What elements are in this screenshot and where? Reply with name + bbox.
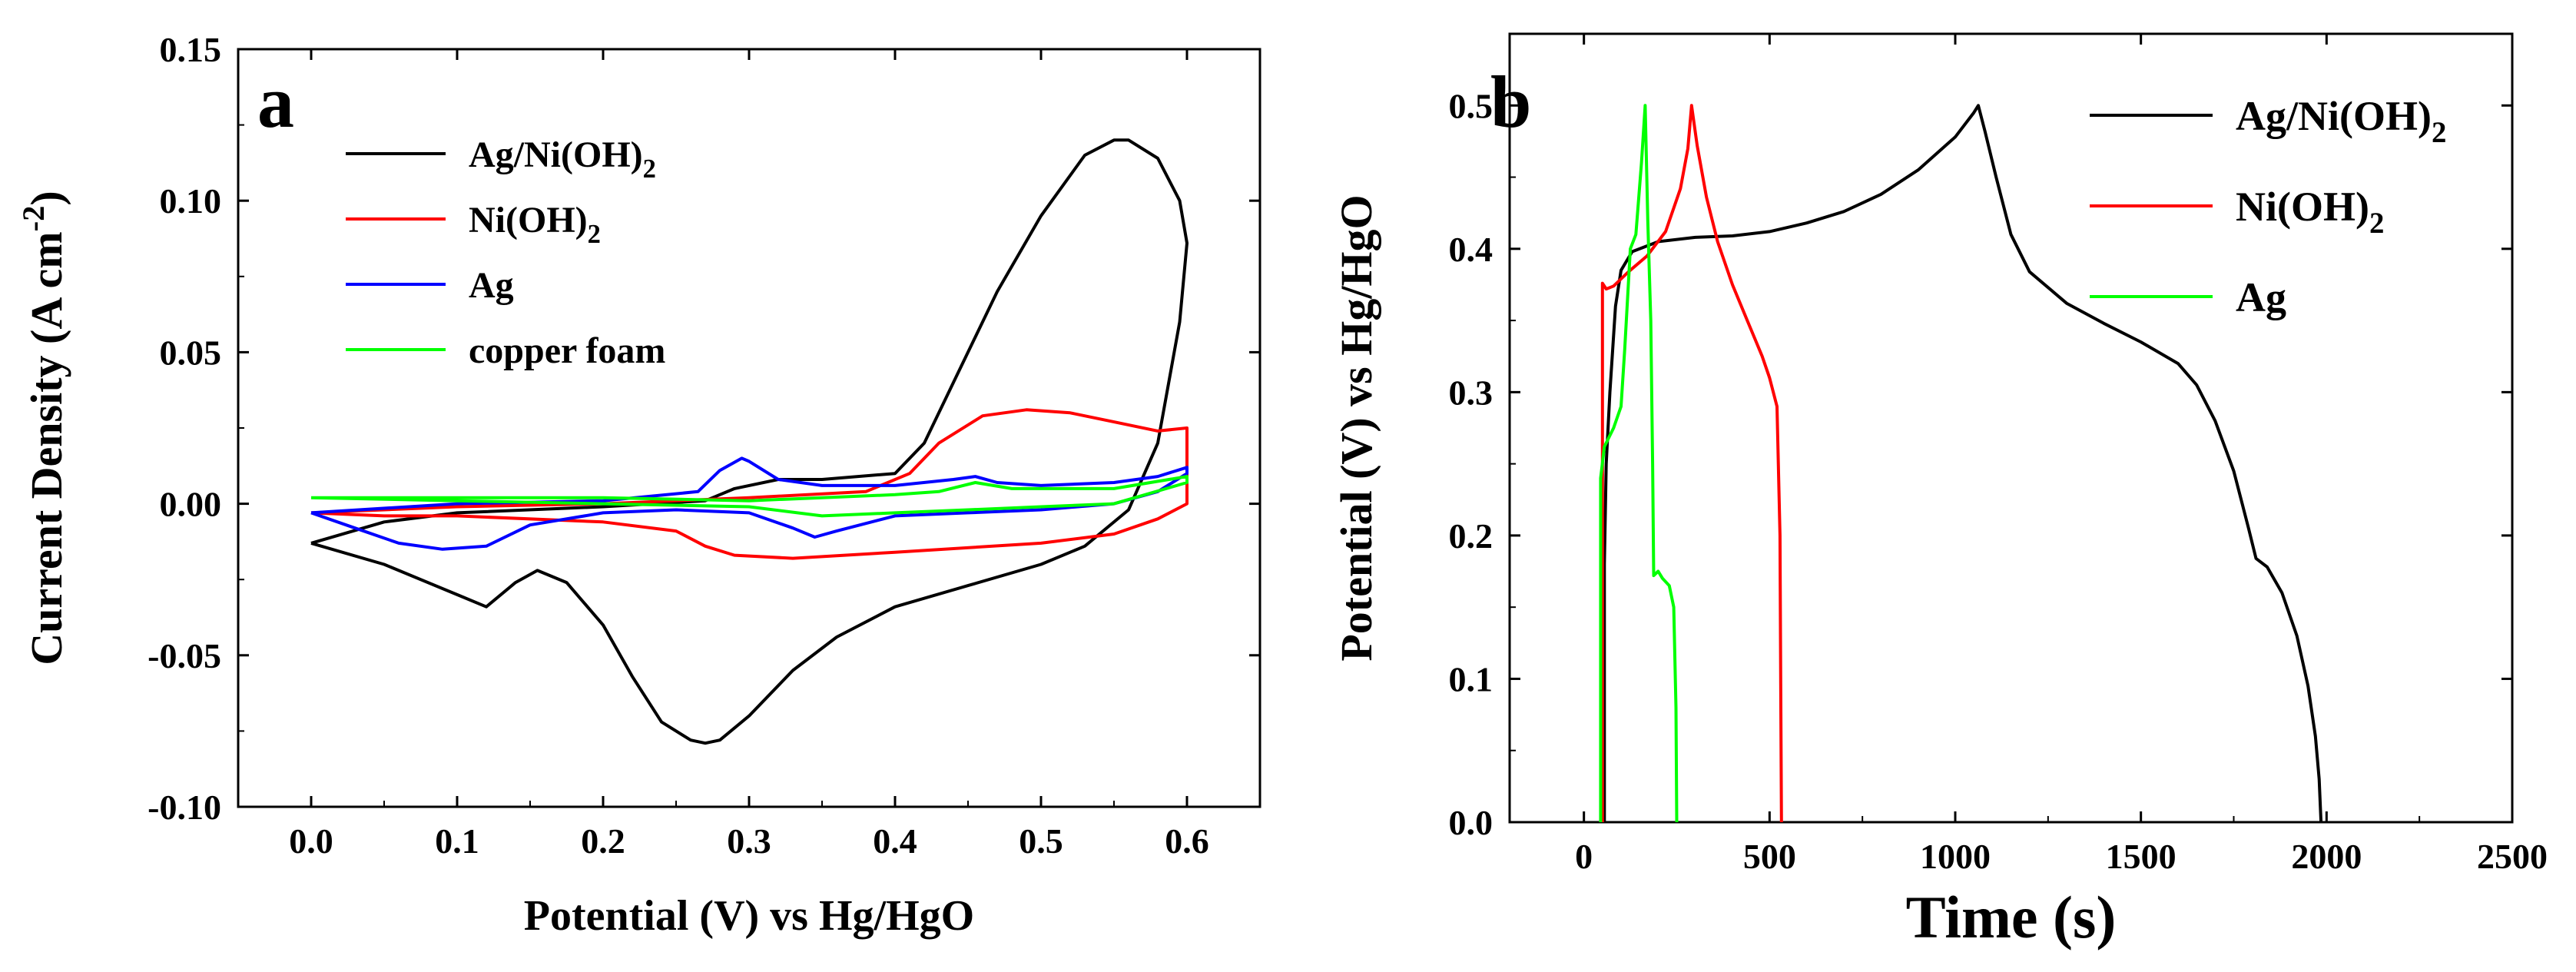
- legend-label: Ni(OH)2: [469, 200, 601, 249]
- plot-frame: [237, 48, 1261, 808]
- y-tick-label: 0.1: [1449, 659, 1494, 698]
- panel-a-cv-chart: 0.0 0.1 0.2 0.3 0.4 0.5 0.6 -0.10 -0.05 0.00 0.05 0…: [16, 30, 1261, 940]
- x-tick-label: 0.2: [581, 821, 625, 861]
- x-tick-label: 0.6: [1165, 821, 1209, 861]
- x-tick-label: 0.3: [727, 821, 771, 861]
- y-tick-label: 0.05: [160, 333, 222, 372]
- series-line-ag-ni-oh-2: [1603, 104, 2323, 822]
- panel-b-gcd-chart: 0 500 1000 1500 2000 2500 0.0 0.1 0.2 0.3 0.4 0.5 Ag…: [1331, 32, 2548, 950]
- x-tick-label: 0.1: [435, 821, 479, 861]
- panel-label: b: [1490, 61, 1531, 143]
- legend-label: Ni(OH)2: [2236, 184, 2384, 240]
- x-tick-label: 500: [1743, 837, 1796, 876]
- x-tick-label: 2000: [2291, 837, 2362, 876]
- legend-label: Ag/Ni(OH)2: [469, 134, 656, 184]
- series-line-ag-ni-oh-2: [310, 138, 1189, 745]
- x-tick-label: 1000: [1920, 837, 1991, 876]
- y-tick-label: 0.3: [1449, 373, 1494, 412]
- y-tick-label: 0.00: [160, 485, 222, 524]
- y-axis-label: Potential (V) vs Hg/HgO: [1331, 194, 1381, 661]
- y-tick-label: 0.15: [160, 30, 222, 69]
- panel-label: a: [257, 61, 294, 143]
- legend-label: Ag: [469, 265, 514, 306]
- x-tick-label: 0.5: [1019, 821, 1063, 861]
- y-tick-label: 0.0: [1449, 803, 1494, 842]
- y-tick-label: -0.05: [148, 636, 221, 675]
- x-tick-label: 0.4: [873, 821, 917, 861]
- plot-frame: [1508, 32, 2514, 824]
- y-axis-label: Current Density (A cm-2): [16, 191, 71, 665]
- y-tick-label: 0.5: [1449, 86, 1494, 125]
- y-tick-label: 0.4: [1449, 230, 1494, 269]
- legend-label: copper foam: [469, 330, 665, 371]
- y-tick-label: -0.10: [148, 788, 221, 827]
- series-line-ag: [310, 456, 1189, 551]
- series-line-ag: [1599, 104, 1679, 822]
- x-axis-label: Time (s): [1906, 884, 2117, 950]
- x-tick-label: 2500: [2477, 837, 2548, 876]
- series-line-ni-oh-2: [1600, 104, 1783, 822]
- legend-label: Ag: [2236, 274, 2286, 320]
- x-tick-label: 0.0: [289, 821, 333, 861]
- y-tick-label: 0.2: [1449, 516, 1494, 556]
- legend-label: Ag/Ni(OH)2: [2236, 93, 2446, 149]
- x-axis-label: Potential (V) vs Hg/HgO: [524, 892, 974, 940]
- y-tick-label: 0.10: [160, 181, 222, 221]
- x-tick-label: 0: [1575, 837, 1593, 876]
- series-line-copper-foam: [310, 475, 1189, 518]
- x-tick-label: 1500: [2106, 837, 2177, 876]
